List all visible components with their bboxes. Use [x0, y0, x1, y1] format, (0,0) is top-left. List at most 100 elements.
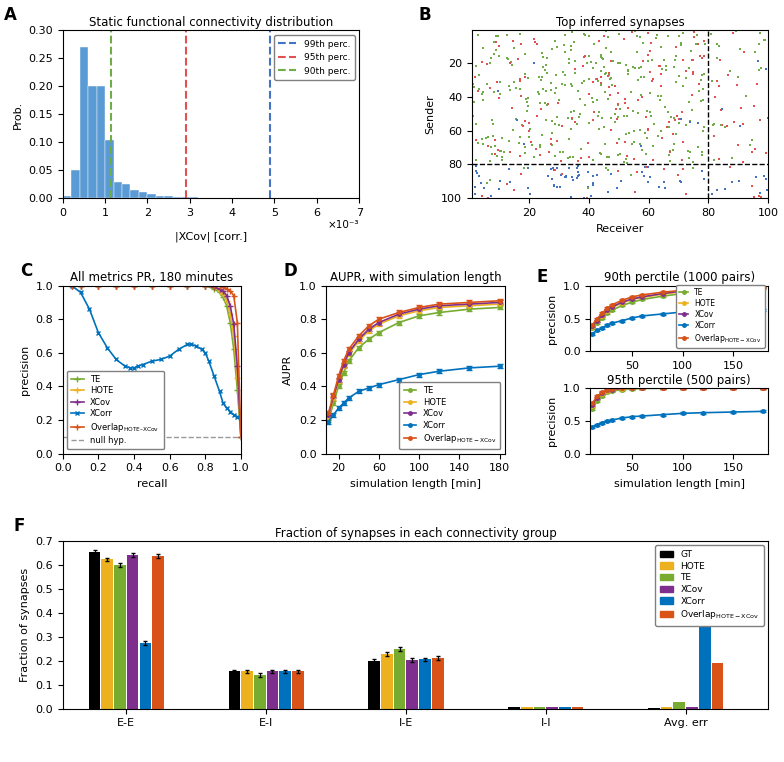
Point: [521, 95, 533, 107]
Point: [638, 71, 651, 83]
Point: [564, 151, 576, 163]
Point: [550, 181, 563, 193]
Point: [470, 167, 483, 179]
Point: [565, 43, 578, 56]
Point: [673, 70, 685, 82]
Point: [593, 123, 605, 136]
Point: [475, 178, 488, 190]
Point: [470, 118, 482, 130]
Point: [504, 57, 517, 69]
Point: [514, 73, 526, 85]
Bar: [130, 190, 139, 198]
Point: [652, 89, 665, 101]
Point: [611, 113, 623, 125]
Point: [605, 46, 618, 58]
TE: [215, 288, 224, 297]
Point: [676, 154, 688, 166]
Point: [522, 162, 535, 174]
Point: [633, 62, 645, 74]
Point: [659, 101, 671, 114]
Point: [753, 27, 766, 39]
Y-axis label: Fraction of synapses: Fraction of synapses: [20, 568, 30, 682]
Point: [581, 57, 593, 69]
Point: [575, 142, 587, 155]
Point: [554, 181, 567, 193]
Point: [603, 88, 615, 101]
Point: [748, 100, 760, 112]
XCov: [226, 301, 235, 310]
Point: [467, 110, 480, 122]
Point: [641, 161, 654, 173]
Point: [699, 35, 711, 47]
Point: [517, 138, 530, 150]
HOTE: [183, 281, 192, 290]
XCov: [165, 281, 174, 290]
XCorr: [219, 399, 228, 408]
Point: [584, 190, 597, 203]
Point: [546, 127, 558, 139]
Point: [476, 190, 488, 202]
Point: [641, 111, 653, 123]
Point: [469, 71, 481, 83]
Point: [508, 43, 521, 55]
Point: [686, 66, 699, 78]
Point: [546, 162, 559, 174]
Point: [590, 56, 602, 69]
Point: [597, 53, 609, 65]
Line: Overlap$_{\mathrm{HOTE–XCov}}$: Overlap$_{\mathrm{HOTE–XCov}}$: [69, 283, 244, 440]
Point: [564, 190, 577, 203]
Point: [587, 114, 600, 126]
TE: [236, 432, 245, 441]
Point: [628, 125, 641, 137]
Point: [592, 110, 604, 122]
Point: [696, 83, 709, 95]
Point: [621, 156, 633, 168]
Point: [628, 136, 641, 149]
Point: [476, 88, 488, 101]
Point: [604, 73, 617, 85]
Point: [481, 78, 494, 90]
Point: [548, 35, 561, 47]
Bar: [147, 194, 156, 198]
Point: [682, 62, 695, 75]
Point: [488, 48, 500, 60]
Line: TE: TE: [69, 283, 244, 440]
Point: [644, 87, 656, 99]
Point: [598, 138, 611, 150]
Point: [619, 136, 631, 148]
Point: [532, 86, 544, 98]
X-axis label: recall: recall: [136, 479, 167, 488]
Point: [686, 104, 699, 117]
TE: [233, 385, 242, 394]
Point: [503, 135, 516, 147]
Point: [507, 184, 520, 196]
Point: [523, 125, 535, 137]
Point: [655, 124, 667, 136]
Point: [696, 165, 709, 177]
Point: [484, 155, 496, 168]
Point: [488, 140, 501, 152]
Point: [637, 37, 649, 49]
Point: [695, 146, 708, 158]
Point: [673, 175, 686, 187]
XCov: [233, 362, 242, 371]
Point: [724, 65, 736, 77]
Point: [639, 126, 652, 139]
Point: [585, 56, 597, 68]
Point: [698, 69, 710, 81]
Overlap$_{\mathrm{HOTE–XCov}}$: [215, 281, 224, 290]
Point: [663, 120, 676, 133]
Point: [566, 112, 579, 124]
Legend: 99th perc., 95th perc., 90th perc.: 99th perc., 95th perc., 90th perc.: [274, 35, 354, 80]
Title: Top inferred synapses: Top inferred synapses: [556, 16, 684, 29]
Point: [608, 108, 621, 120]
Point: [520, 93, 532, 105]
Point: [514, 38, 527, 50]
Point: [680, 188, 692, 200]
Point: [573, 169, 586, 181]
Point: [488, 134, 501, 146]
Text: F: F: [13, 517, 25, 535]
Point: [530, 143, 543, 155]
Bar: [534, 707, 546, 709]
Legend: TE, HOTE, XCov, XCorr, Overlap$_{\mathrm{HOTE-XCov}}$: TE, HOTE, XCov, XCorr, Overlap$_{\mathrm…: [676, 285, 764, 347]
